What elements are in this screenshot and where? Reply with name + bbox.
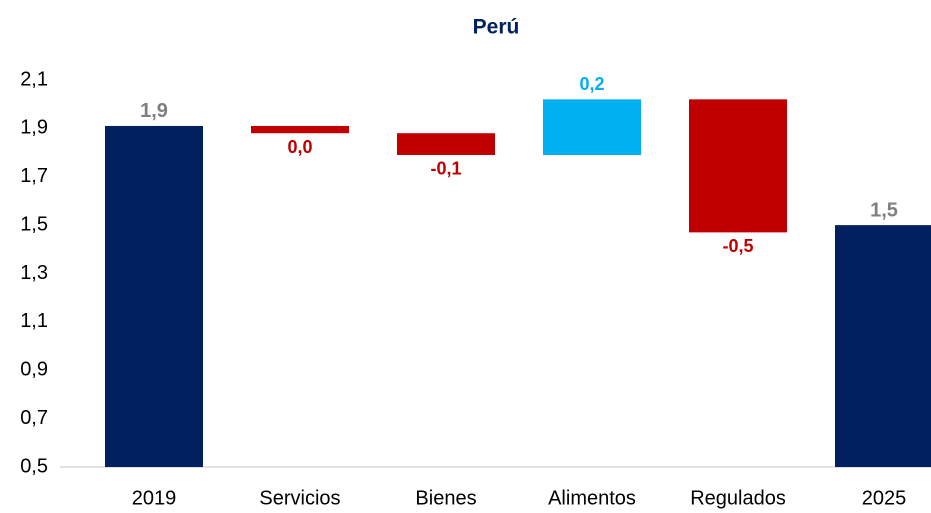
- bar: [105, 125, 203, 468]
- y-tick-label: 1,7: [20, 165, 48, 187]
- y-tick-label: 1,5: [20, 213, 48, 235]
- y-tick-label: 1,9: [20, 117, 48, 139]
- bar: [251, 125, 349, 134]
- bar: [835, 225, 931, 467]
- data-label: 1,9: [140, 100, 168, 122]
- bar: [397, 133, 495, 155]
- chart-title: Perú: [473, 16, 520, 39]
- y-tick-label: 2,1: [20, 68, 48, 90]
- y-tick-label: 1,1: [20, 310, 48, 332]
- y-tick-label: 0,9: [20, 359, 48, 381]
- y-tick-label: 1,3: [20, 262, 48, 284]
- x-tick-label: Servicios: [259, 487, 340, 509]
- x-tick-label: 2025: [862, 487, 907, 509]
- y-tick-label: 0,5: [20, 455, 48, 477]
- data-label: 0,2: [579, 74, 604, 94]
- data-label: 1,5: [870, 199, 898, 221]
- bar: [689, 99, 787, 233]
- y-tick-label: 0,7: [20, 407, 48, 429]
- x-tick-label: Bienes: [415, 487, 476, 509]
- data-label: 0,0: [287, 137, 312, 157]
- data-label: -0,5: [722, 236, 753, 256]
- data-label: -0,1: [430, 159, 461, 179]
- x-tick-label: Regulados: [690, 487, 786, 509]
- x-tick-label: Alimentos: [548, 487, 636, 509]
- bar: [543, 99, 641, 155]
- x-tick-label: 2019: [132, 487, 177, 509]
